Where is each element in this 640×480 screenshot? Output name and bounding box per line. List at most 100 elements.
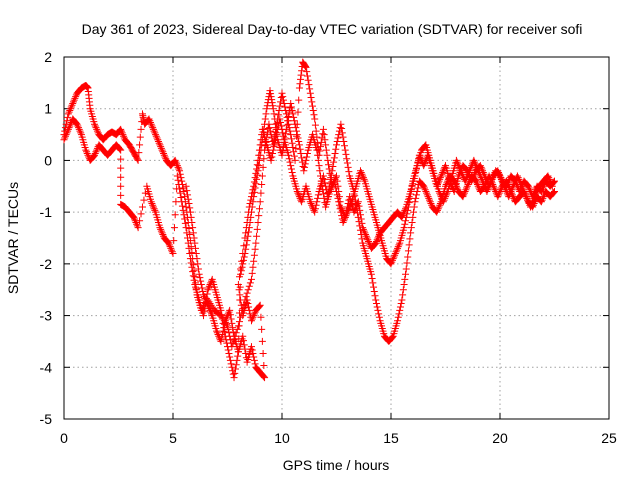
data-point <box>306 198 314 206</box>
data-point <box>255 162 263 170</box>
data-point <box>341 213 349 221</box>
data-point <box>309 106 317 114</box>
data-point <box>423 189 431 197</box>
data-point <box>509 182 517 190</box>
data-point <box>396 306 404 314</box>
data-point <box>369 279 377 287</box>
data-point <box>402 270 410 278</box>
data-point <box>179 206 187 214</box>
data-point <box>320 194 328 202</box>
data-point <box>175 165 183 173</box>
data-point <box>156 141 164 149</box>
data-point <box>148 200 156 208</box>
data-point <box>251 308 259 316</box>
data-point <box>202 296 210 304</box>
data-point <box>134 156 142 164</box>
data-point <box>472 177 480 185</box>
data-point <box>453 184 461 192</box>
x-tick-label: 10 <box>274 430 290 446</box>
data-point <box>282 106 290 114</box>
data-point <box>402 213 410 221</box>
data-point <box>117 191 125 199</box>
data-point <box>117 155 125 163</box>
data-point <box>473 165 481 173</box>
data-point <box>293 127 301 135</box>
data-point <box>315 162 323 170</box>
data-point <box>401 220 409 228</box>
data-point <box>529 196 537 204</box>
data-point <box>172 158 180 166</box>
data-point <box>165 241 173 249</box>
data-point <box>288 168 296 176</box>
data-point <box>333 172 340 180</box>
data-point <box>407 190 415 198</box>
data-point <box>277 119 285 127</box>
data-point <box>233 325 241 333</box>
data-point <box>403 210 411 218</box>
data-point <box>274 111 282 119</box>
data-point <box>297 75 305 83</box>
data-point <box>314 194 322 202</box>
data-point <box>173 160 181 168</box>
data-point <box>375 313 383 321</box>
data-point <box>231 369 239 377</box>
data-point <box>235 322 243 330</box>
data-point <box>388 258 396 266</box>
data-point <box>258 141 266 149</box>
data-point <box>92 124 100 132</box>
data-point <box>327 171 335 179</box>
data-point <box>149 201 157 209</box>
data-point <box>250 193 258 201</box>
data-point <box>395 310 403 318</box>
data-point <box>221 332 229 340</box>
data-point <box>117 164 125 172</box>
data-point <box>297 71 305 79</box>
data-point <box>471 158 479 166</box>
data-point <box>524 182 532 190</box>
data-point <box>278 151 286 159</box>
data-point <box>271 120 279 128</box>
data-point <box>153 134 161 142</box>
data-point <box>304 76 312 84</box>
data-point <box>330 177 338 185</box>
data-point <box>421 186 429 194</box>
data-point <box>521 191 529 199</box>
data-point <box>185 225 193 233</box>
data-point <box>319 130 327 138</box>
data-point <box>93 127 101 135</box>
data-point <box>347 200 355 208</box>
data-point <box>171 156 179 164</box>
data-point <box>213 329 221 337</box>
data-point <box>225 349 233 357</box>
data-point <box>165 239 173 247</box>
data-point <box>268 153 276 161</box>
data-point <box>258 181 266 189</box>
data-point <box>350 208 358 216</box>
data-point <box>357 231 365 239</box>
data-point <box>256 151 264 159</box>
data-point <box>406 194 414 202</box>
data-point <box>130 213 138 221</box>
data-point <box>243 237 251 245</box>
data-point <box>406 235 414 243</box>
data-point <box>435 203 443 211</box>
data-point <box>466 165 474 173</box>
data-point <box>496 187 504 195</box>
data-point <box>507 187 515 195</box>
data-point <box>117 125 125 133</box>
data-point <box>320 175 328 183</box>
data-point <box>115 144 123 152</box>
data-point <box>220 324 228 332</box>
data-point <box>338 125 346 133</box>
data-point <box>182 203 190 211</box>
data-point <box>302 156 310 164</box>
data-point <box>247 317 255 325</box>
data-point <box>62 131 70 139</box>
data-point <box>261 374 269 382</box>
data-point <box>232 361 240 369</box>
data-point <box>537 198 545 206</box>
data-point <box>252 306 260 314</box>
data-point <box>229 328 237 336</box>
data-point <box>84 151 92 159</box>
data-point <box>290 117 298 125</box>
